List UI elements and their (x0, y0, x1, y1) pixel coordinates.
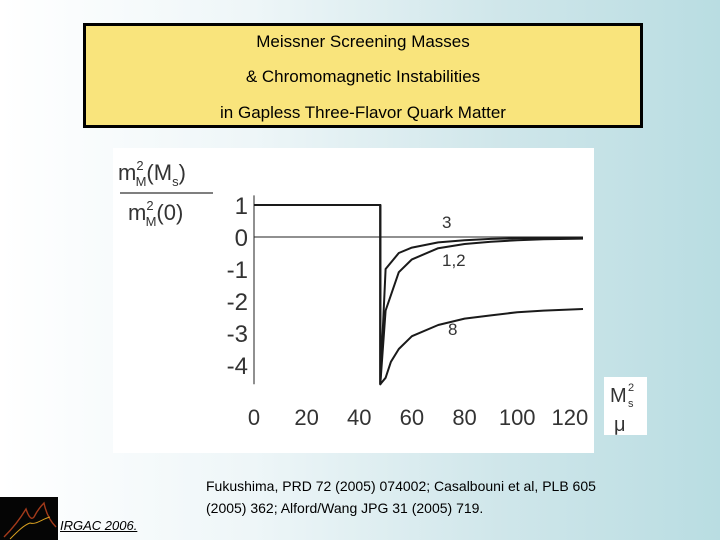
y-tick-label: 1 (235, 193, 248, 220)
title-line-2: & Chromomagnetic Instabilities (245, 67, 481, 86)
ylabel-denominator: m2 M(0) (128, 198, 183, 229)
x-tick-label: 20 (294, 405, 318, 430)
x-tick-label: 40 (347, 405, 371, 430)
x-tick-label: 60 (400, 405, 424, 430)
chart: m2 M(Ms) m2 M(0) 10-1-2-3-40 20 40 60 80 100 120… (118, 158, 588, 430)
y-tick-label: -4 (227, 353, 248, 380)
series-label-8: 8 (448, 320, 457, 339)
title-line-1: Meissner Screening Masses (256, 32, 470, 51)
series-label-3: 3 (442, 213, 451, 232)
x-tick-label: 0 (248, 405, 260, 430)
y-tick-label: -1 (227, 257, 248, 284)
reference-line-1: Fukushima, PRD 72 (2005) 074002; Casalbo… (206, 478, 596, 494)
xunit-bottom: μ (614, 414, 626, 435)
series-line-8 (254, 204, 584, 386)
reference-line-2: (2005) 362; Alford/Wang JPG 31 (2005) 71… (206, 500, 484, 516)
xunit-sup: 2 (628, 382, 634, 394)
xunit-card: M 2 s μ (604, 377, 647, 435)
y-tick-label: -2 (227, 289, 248, 316)
series-line-3 (254, 204, 584, 386)
y-tick-label: -3 (227, 321, 248, 348)
xunit-sub: s (628, 398, 634, 410)
x-tick-label: 120 (551, 405, 588, 430)
xunit-top: M (610, 385, 627, 407)
title-box: Meissner Screening Masses & Chromomagnet… (83, 23, 643, 128)
x-tick-label: 100 (499, 405, 536, 430)
plot-card: m2 M(Ms) m2 M(0) 1 0 -1 -2 -3 -4 0 20 40 60 80 100 120… (113, 148, 594, 453)
reference-text: Fukushima, PRD 72 (2005) 074002; Casalbo… (206, 475, 676, 519)
series-label-1-2: 1,2 (442, 251, 466, 270)
ylabel-numerator: m2 M(Ms) (118, 158, 186, 189)
series-line-1-2 (254, 204, 584, 386)
xunit-label: M 2 s μ (610, 382, 634, 435)
title-line-3: in Gapless Three-Flavor Quark Matter (220, 103, 506, 122)
conference-label: IRGAC 2006. (60, 518, 138, 533)
conference-logo (0, 497, 58, 540)
x-tick-label: 80 (452, 405, 476, 430)
flame-icon (3, 501, 57, 540)
y-tick-label: 0 (235, 225, 248, 252)
